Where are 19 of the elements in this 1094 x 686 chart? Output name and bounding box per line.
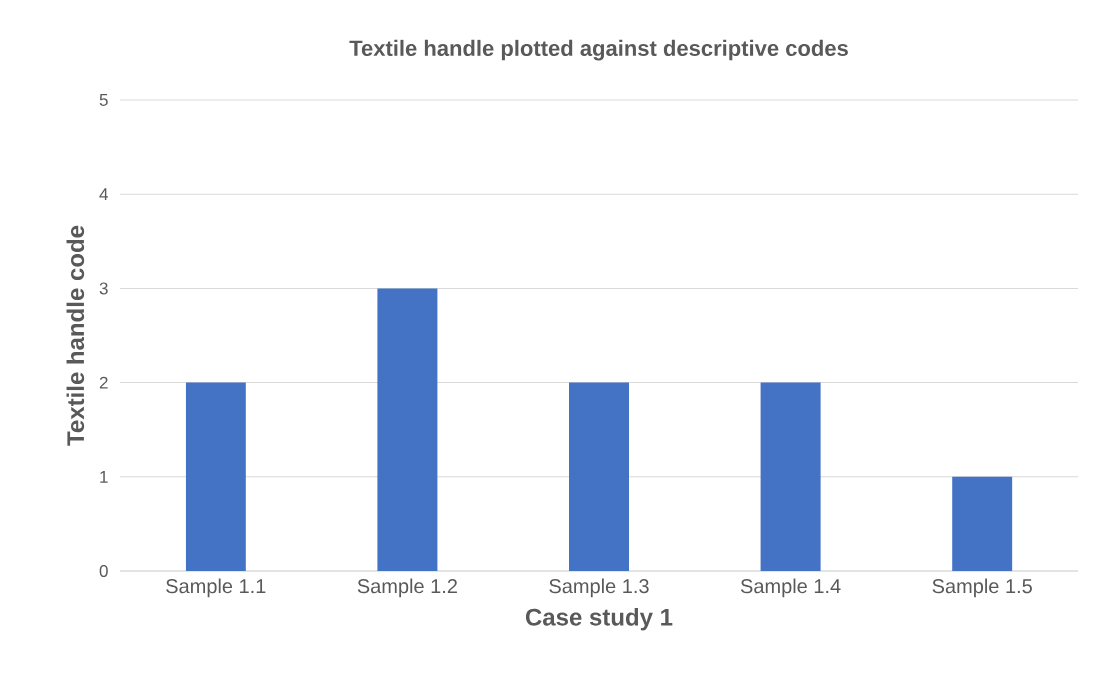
y-axis-title: Textile handle code [66, 225, 85, 446]
x-tick-label: Sample 1.3 [549, 578, 649, 598]
y-tick-label: 4 [99, 188, 108, 201]
y-tick-label: 2 [99, 376, 108, 389]
x-tick-label: Sample 1.4 [740, 578, 841, 598]
x-tick-label: Sample 1.2 [357, 578, 457, 598]
y-tick-label: 3 [99, 282, 108, 295]
y-tick-label: 5 [99, 94, 108, 106]
chart-title: Textile handle plotted against descriptive codes [349, 39, 848, 61]
bar [760, 382, 821, 571]
bar [377, 288, 438, 571]
bar [569, 382, 629, 571]
bar [185, 382, 246, 571]
y-tick-label: 0 [99, 564, 108, 578]
x-tick-label: Sample 1.5 [932, 578, 1032, 598]
bar [952, 476, 1013, 571]
y-tick-label: 1 [100, 470, 108, 483]
x-tick-label: Sample 1.1 [166, 578, 266, 598]
x-axis-title: Case study 1 [525, 608, 673, 631]
